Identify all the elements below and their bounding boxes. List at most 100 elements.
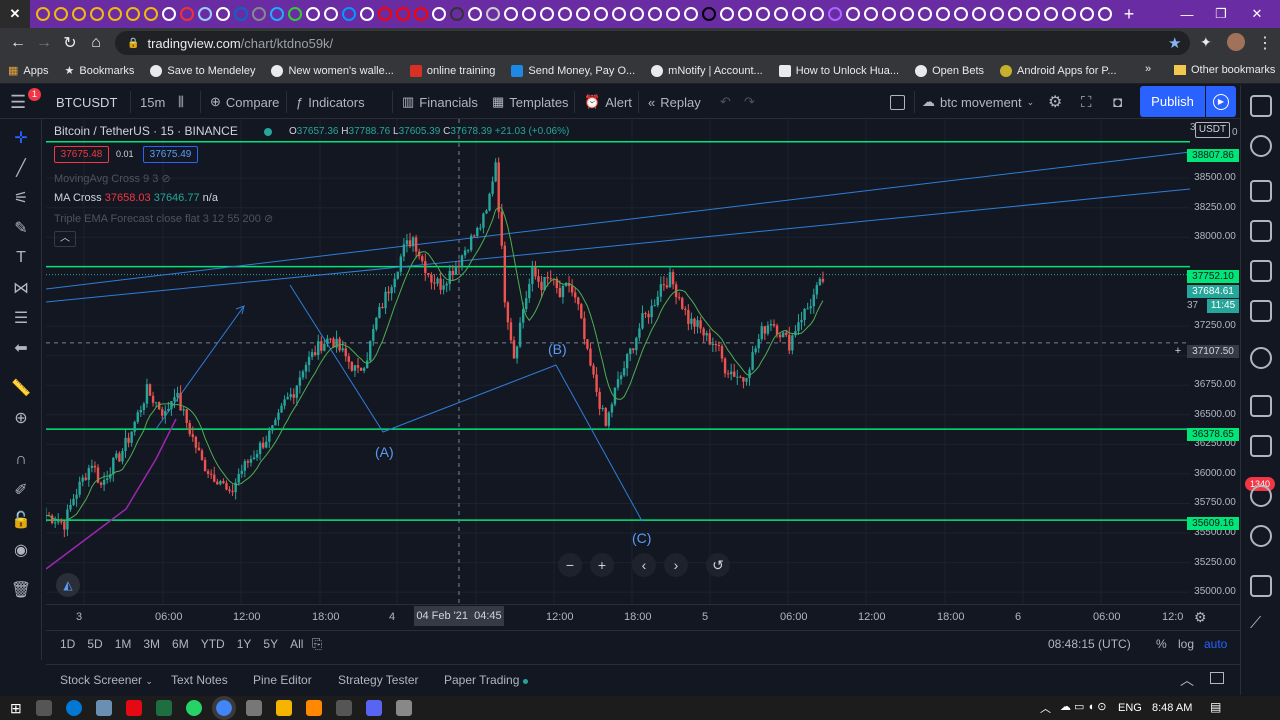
arrow-left-icon[interactable]: ⬅ — [14, 340, 28, 357]
other-bookmarks[interactable]: Other bookmarks — [1166, 64, 1280, 76]
tab-favicon-icon[interactable] — [828, 7, 842, 21]
app-icon[interactable] — [335, 700, 352, 716]
fullscreen-icon[interactable]: ⛶ — [1081, 93, 1092, 111]
tab-favicon-icon[interactable] — [936, 7, 950, 21]
tab-favicon-icon[interactable] — [774, 7, 788, 21]
clock[interactable]: 8:48 AM — [1152, 702, 1193, 714]
tab-favicon-icon[interactable] — [522, 7, 536, 21]
indicator-ma-cross[interactable]: MA Cross 37658.03 37646.77 n/a — [54, 192, 218, 204]
tab-favicon-icon[interactable] — [396, 7, 410, 21]
tab-favicon-icon[interactable] — [126, 7, 140, 21]
indicator-moving-avg-cross[interactable]: MovingAvg Cross 9 3 ⊘ — [54, 173, 171, 185]
tradingview-logo-icon[interactable]: ◭ — [56, 573, 80, 597]
close-tab-icon[interactable]: ✕ — [0, 0, 30, 28]
tab-favicon-icon[interactable] — [1080, 7, 1094, 21]
range-button-5y[interactable]: 5Y — [263, 637, 279, 651]
auto-scale-button[interactable]: auto — [1204, 637, 1228, 651]
calendar-icon[interactable] — [1250, 260, 1272, 282]
currency-label[interactable]: USDT — [1195, 122, 1230, 138]
tab-favicon-icon[interactable] — [666, 7, 680, 21]
new-tab-button[interactable]: + — [1123, 3, 1135, 24]
log-scale-button[interactable]: log — [1178, 637, 1195, 651]
tab-favicon-icon[interactable] — [468, 7, 482, 21]
percent-scale-button[interactable]: % — [1156, 637, 1167, 651]
ideas-icon[interactable] — [1250, 300, 1272, 322]
tab-favicon-icon[interactable] — [630, 7, 644, 21]
range-button-ytd[interactable]: YTD — [200, 637, 225, 651]
brush-tool-icon[interactable]: ✎ — [14, 220, 28, 237]
chrome-icon[interactable] — [211, 696, 236, 720]
tab-pine-editor[interactable]: Pine Editor — [253, 673, 312, 687]
close-window-button[interactable]: ✕ — [1251, 6, 1263, 21]
settings-icon[interactable] — [395, 700, 412, 716]
bookmark-bookmarks[interactable]: ★ Bookmarks — [64, 64, 135, 78]
tab-favicon-icon[interactable] — [162, 7, 176, 21]
tab-text-notes[interactable]: Text Notes — [171, 673, 228, 687]
range-button-1y[interactable]: 1Y — [236, 637, 252, 651]
tab-favicon-icon[interactable] — [954, 7, 968, 21]
edge-icon[interactable] — [65, 700, 82, 716]
tab-favicon-icon[interactable] — [1026, 7, 1040, 21]
pattern-tool-icon[interactable]: ⋈ — [13, 280, 29, 297]
tab-favicon-icon[interactable] — [846, 7, 860, 21]
add-alert-plus-icon[interactable]: + — [1174, 345, 1182, 357]
price-axis[interactable]: 3 USDT 0 38500.00 38250.00 38000.00 37250.0… — [1187, 119, 1240, 604]
undo-icon[interactable]: ↶ — [720, 94, 731, 109]
stay-drawing-icon[interactable]: ✐ — [14, 482, 28, 499]
menu-icon[interactable]: ⋮ — [1257, 35, 1273, 52]
back-icon[interactable]: ← — [10, 34, 26, 51]
bookmark-open-bets[interactable]: Open Bets — [907, 64, 992, 77]
tab-favicon-icon[interactable] — [612, 7, 626, 21]
netflix-icon[interactable] — [125, 700, 142, 716]
tray-icons[interactable]: ☁ ▭ ◖ ⊙ — [1060, 701, 1107, 713]
chat-icon[interactable] — [1250, 347, 1272, 369]
tab-favicon-icon[interactable] — [252, 7, 266, 21]
settings-gear-icon[interactable]: ⚙ — [1048, 94, 1063, 111]
tab-favicon-icon[interactable] — [792, 7, 806, 21]
interval-button[interactable]: 15m — [140, 94, 166, 110]
crosshair-tool-icon[interactable]: ✛ — [14, 130, 28, 147]
trend-line-tool-icon[interactable]: ╱ — [16, 160, 26, 177]
redo-icon[interactable]: ↷ — [744, 94, 755, 109]
range-button-1d[interactable]: 1D — [60, 637, 76, 651]
tab-favicon-icon[interactable] — [324, 7, 338, 21]
trend-icon[interactable]: ⟋ — [1250, 615, 1262, 632]
bookmark-online-training[interactable]: online training — [402, 64, 504, 77]
watchlist-icon[interactable] — [1250, 95, 1272, 117]
tab-favicon-icon[interactable] — [198, 7, 212, 21]
tab-favicon-icon[interactable] — [810, 7, 824, 21]
maximize-button[interactable]: ❐ — [1215, 6, 1227, 21]
hotlist-icon[interactable] — [1250, 220, 1272, 242]
magnet-icon[interactable]: ∩ — [15, 451, 27, 468]
tab-favicon-icon[interactable] — [270, 7, 284, 21]
tab-favicon-icon[interactable] — [702, 7, 716, 21]
news-icon[interactable] — [1250, 395, 1272, 417]
trash-icon[interactable]: 🗑 — [10, 582, 32, 599]
notifications-icon[interactable]: ▤ — [1210, 700, 1222, 714]
alert-button[interactable]: ⏰ Alert — [584, 94, 632, 110]
tab-favicon-icon[interactable] — [1062, 7, 1076, 21]
bookmark-star-icon[interactable]: ★ — [1168, 35, 1182, 52]
tab-favicon-icon[interactable] — [144, 7, 158, 21]
tab-favicon-icon[interactable] — [990, 7, 1004, 21]
tab-favicon-icon[interactable] — [108, 7, 122, 21]
tab-favicon-icon[interactable] — [972, 7, 986, 21]
eye-icon[interactable]: ◉ — [14, 542, 28, 559]
bookmark-android-apps[interactable]: Android Apps for P... — [992, 64, 1124, 77]
calculator-icon[interactable] — [95, 700, 112, 716]
tab-favicon-icon[interactable] — [900, 7, 914, 21]
folder-icon[interactable] — [275, 700, 292, 716]
utc-clock[interactable]: 08:48:15 (UTC) — [1048, 637, 1131, 651]
tab-favicon-icon[interactable] — [54, 7, 68, 21]
range-button-3m[interactable]: 3M — [143, 637, 161, 651]
tab-favicon-icon[interactable] — [1098, 7, 1112, 21]
legend-title[interactable]: Bitcoin / TetherUS · 15 · BINANCE — [54, 124, 238, 138]
ruler-tool-icon[interactable]: 📏 — [11, 380, 31, 397]
tab-favicon-icon[interactable] — [576, 7, 590, 21]
vlc-icon[interactable] — [305, 700, 322, 716]
camera-icon[interactable]: ◘ — [1113, 93, 1123, 111]
tab-favicon-icon[interactable] — [738, 7, 752, 21]
tab-favicon-icon[interactable] — [756, 7, 770, 21]
financials-button[interactable]: ▥ Financials — [402, 94, 478, 110]
tab-favicon-icon[interactable] — [918, 7, 932, 21]
